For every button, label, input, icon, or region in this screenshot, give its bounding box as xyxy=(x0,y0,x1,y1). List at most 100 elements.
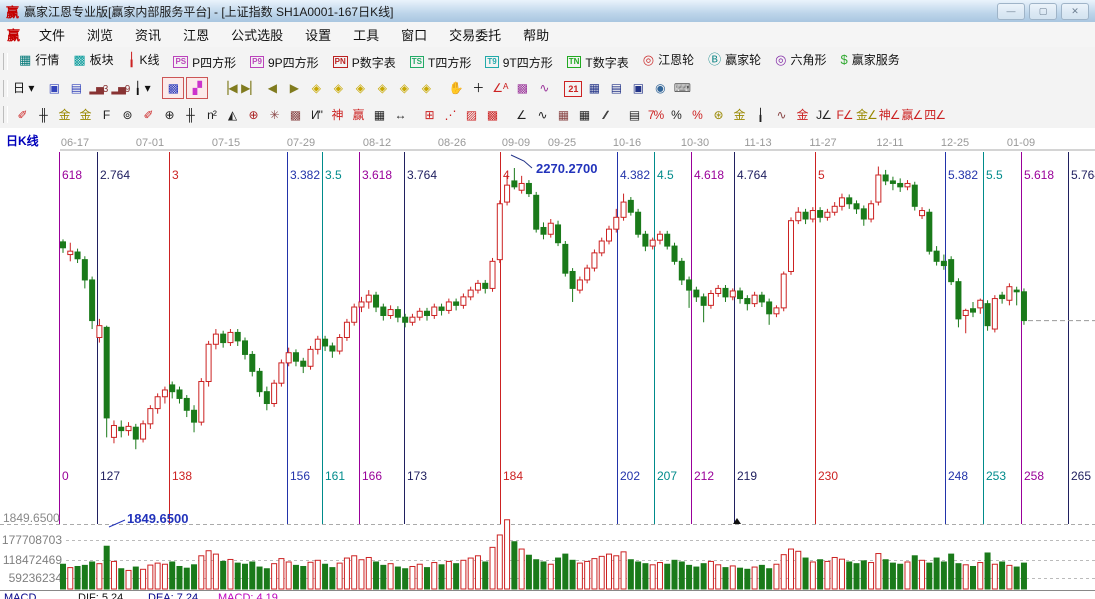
last-bar-button[interactable]: ▶▏ xyxy=(241,80,260,95)
hexagon-button[interactable]: ◎ 六角形 xyxy=(768,49,833,70)
diamond-right-button[interactable]: ◈ xyxy=(333,80,343,95)
hand-tool-icon[interactable]: ✋ xyxy=(448,80,464,95)
spiral-tool[interactable]: ⊚ xyxy=(122,107,133,122)
menu-item-公式选股[interactable]: 公式选股 xyxy=(231,28,284,43)
gann-wheel-button[interactable]: ◎ 江恩轮 xyxy=(636,49,701,70)
chart-9-icon[interactable]: ▂▅9 xyxy=(111,83,130,95)
kline-button[interactable]: ╽ K线 xyxy=(121,49,167,70)
toolbar-grip[interactable] xyxy=(3,52,8,70)
minimize-button[interactable]: — xyxy=(997,3,1025,20)
next-bar-button[interactable]: ▶ xyxy=(289,80,299,95)
matrix-tool[interactable]: ▦ xyxy=(557,107,570,122)
color-chart-icon[interactable]: ▞ xyxy=(186,76,209,99)
tile-windows-icon[interactable]: ▣ xyxy=(48,80,61,95)
shen-angle-tool[interactable]: 神∠ xyxy=(878,107,901,122)
percent-tool[interactable]: % xyxy=(671,107,682,122)
si-angle-tool[interactable]: 四∠ xyxy=(924,107,946,122)
brush-tool[interactable]: ✐ xyxy=(143,107,154,122)
t-square-button[interactable]: TS T四方形 xyxy=(403,52,479,73)
info-panel-icon[interactable]: ▤ xyxy=(70,80,83,95)
i-mark-tool[interactable]: И" xyxy=(311,107,323,122)
fan-box-tool[interactable]: ▨ xyxy=(465,107,478,122)
gold-grid2-tool[interactable]: 金 xyxy=(79,107,92,122)
web-tool[interactable]: ✳ xyxy=(269,107,280,122)
period-selector[interactable]: 日 ▾ xyxy=(13,80,35,95)
candle-pencil-tool[interactable]: ╽ xyxy=(756,107,765,122)
percent7-tool[interactable]: 7% xyxy=(647,107,664,122)
winner-wheel-button[interactable]: Ⓑ 赢家轮 xyxy=(701,49,768,70)
computer-icon[interactable]: ⌨ xyxy=(673,80,692,95)
f-angle-tool[interactable]: F∠ xyxy=(836,107,853,122)
wave-tool-icon[interactable]: ∿ xyxy=(539,80,550,95)
menu-item-文件[interactable]: 文件 xyxy=(39,28,66,43)
diamond-expand-button[interactable]: ◈ xyxy=(355,80,365,95)
kline-chart-area[interactable]: 日K线 06-17 07-01 07-15 07-29 08-12 08-26 09-09 0… xyxy=(0,128,1095,599)
diamond-left-button[interactable]: ◈ xyxy=(311,80,321,95)
menu-item-设置[interactable]: 设置 xyxy=(305,28,332,43)
menu-item-交易委托[interactable]: 交易委托 xyxy=(449,28,502,43)
j-angle-tool[interactable]: J∠ xyxy=(816,107,832,122)
prev-bar-button[interactable]: ◀ xyxy=(267,80,277,95)
gold-grid-tool[interactable]: 金 xyxy=(58,107,71,122)
candle-type-selector[interactable]: ╽ ▾ xyxy=(134,80,151,95)
p9-square-button[interactable]: P9 9P四方形 xyxy=(243,52,325,73)
f-grid-tool[interactable]: F xyxy=(102,107,111,122)
p-square-button[interactable]: PS P四方形 xyxy=(166,52,243,73)
grid-tool[interactable]: ╫ xyxy=(39,107,48,122)
chart-3-icon[interactable]: ▂▅3 xyxy=(89,83,108,95)
diamond-star-button[interactable]: ◈ xyxy=(399,80,409,95)
zigzag-tool[interactable]: ∿ xyxy=(537,107,548,122)
pattern-box-icon[interactable]: ▩ xyxy=(162,76,185,99)
indicator-name[interactable]: MACD xyxy=(4,592,37,599)
menu-item-窗口[interactable]: 窗口 xyxy=(401,28,428,43)
width-tool[interactable]: ↔ xyxy=(394,107,407,122)
gann-clock-tool[interactable]: ⊕ xyxy=(164,107,175,122)
ying-angle-tool[interactable]: 赢∠ xyxy=(901,107,924,122)
quotes-button[interactable]: ▦ 行情 xyxy=(12,49,66,70)
square-frame-tool[interactable]: ⊞ xyxy=(424,107,435,122)
menu-item-资讯[interactable]: 资讯 xyxy=(135,28,162,43)
web-grid-tool[interactable]: ▩ xyxy=(289,107,302,122)
p-table-button[interactable]: PN P数字表 xyxy=(326,52,403,73)
save-icon[interactable]: ▣ xyxy=(632,80,645,95)
grid-123-tool[interactable]: ▦ xyxy=(373,107,386,122)
net-disk-icon[interactable]: ◉ xyxy=(655,80,666,95)
grid-pattern-tool[interactable]: ▩ xyxy=(486,107,499,122)
gann-box-tool-icon[interactable]: ▩ xyxy=(516,80,529,95)
close-button[interactable]: ✕ xyxy=(1061,3,1089,20)
maximize-button[interactable]: ▢ xyxy=(1029,3,1057,20)
percent-line-tool[interactable]: % xyxy=(692,107,703,122)
pencil-tool[interactable]: ✐ xyxy=(17,107,28,122)
diamond-compress-button[interactable]: ◈ xyxy=(377,80,387,95)
gold-underline-tool[interactable]: 金 xyxy=(796,107,809,122)
price-level-tool[interactable]: ▤ xyxy=(628,107,641,122)
first-bar-button[interactable]: ▕◀ xyxy=(219,80,238,95)
menu-item-江恩[interactable]: 江恩 xyxy=(183,28,210,43)
fan-tool[interactable]: ⋰ xyxy=(444,107,457,122)
t-table-button[interactable]: TN T数字表 xyxy=(560,52,636,73)
toolbar-grip[interactable] xyxy=(3,106,8,123)
gold-circle-tool[interactable]: ⊛ xyxy=(713,107,724,122)
angle-a-tool-icon[interactable]: ∠ᴬ xyxy=(492,80,509,95)
gold-line-tool[interactable]: 金 xyxy=(733,107,746,122)
t9-square-button[interactable]: T9 9T四方形 xyxy=(478,52,559,73)
calculator-icon[interactable]: ▦ xyxy=(588,80,601,95)
sectors-button[interactable]: ▩ 板块 xyxy=(66,49,120,70)
notes-icon[interactable]: ▤ xyxy=(610,80,623,95)
menu-item-工具[interactable]: 工具 xyxy=(353,28,380,43)
circle-cross-tool[interactable]: ⊕ xyxy=(248,107,259,122)
winner-service-button[interactable]: $ 赢家服务 xyxy=(833,49,906,70)
ruler-tool[interactable]: ╫ xyxy=(186,107,195,122)
calendar-icon[interactable]: 21 xyxy=(564,81,583,97)
mirror-angle-tool[interactable]: ◭ xyxy=(227,107,238,122)
diamond-cross-button[interactable]: ◈ xyxy=(421,80,431,95)
ying-tool[interactable]: 赢 xyxy=(352,107,365,122)
crosshair-tool-icon[interactable]: ＋ xyxy=(472,80,485,95)
wave-a-tool[interactable]: ∿ xyxy=(776,107,787,122)
toolbar-grip[interactable] xyxy=(3,79,8,97)
parallel-tool[interactable]: ∕∕ xyxy=(604,107,607,122)
menu-item-浏览[interactable]: 浏览 xyxy=(87,28,114,43)
gold-angle-tool[interactable]: 金∠ xyxy=(856,107,878,122)
menu-item-帮助[interactable]: 帮助 xyxy=(523,28,550,43)
shen-tool[interactable]: 神 xyxy=(331,107,344,122)
